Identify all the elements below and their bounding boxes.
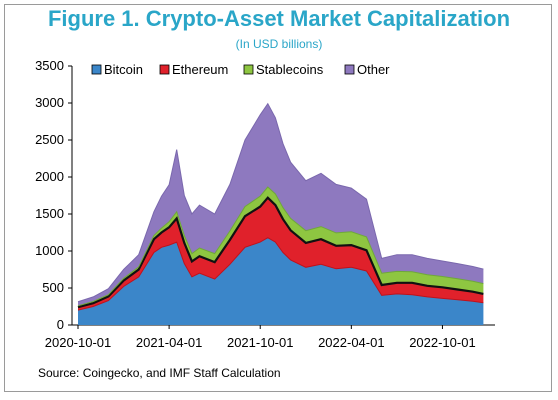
y-tick-label: 0	[57, 317, 64, 332]
y-tick-label: 3000	[35, 95, 64, 110]
chart-frame	[4, 4, 552, 392]
y-tick-label: 500	[42, 280, 64, 295]
legend-label-stablecoins: Stablecoins	[256, 62, 324, 77]
x-tick-label: 2022-10-01	[409, 335, 476, 350]
chart-title: Figure 1. Crypto-Asset Market Capitaliza…	[47, 6, 511, 31]
boundary-bitcoin	[77, 237, 484, 311]
boundary-ethereum	[77, 196, 484, 309]
area-bitcoin	[78, 237, 484, 325]
y-tick-label: 2500	[35, 132, 64, 147]
y-tick-label: 2000	[35, 169, 64, 184]
legend-label-other: Other	[357, 62, 390, 77]
area-ethereum	[78, 197, 484, 311]
y-tick-label: 3500	[35, 58, 64, 73]
x-tick-label: 2022-04-01	[318, 335, 385, 350]
boundary-stablecoins	[77, 186, 484, 307]
legend-swatch-bitcoin	[91, 64, 102, 75]
x-tick-label: 2020-10-01	[45, 335, 112, 350]
legend-swatch-ethereum	[159, 64, 170, 75]
x-tick-label: 2021-04-01	[136, 335, 203, 350]
legend-label-ethereum: Ethereum	[172, 62, 228, 77]
boundary-other	[77, 102, 484, 303]
area-other	[78, 103, 484, 306]
y-tick-label: 1000	[35, 243, 64, 258]
legend-swatch-other	[344, 64, 355, 75]
legend-label-bitcoin: Bitcoin	[104, 62, 143, 77]
x-tick-label: 2021-10-01	[227, 335, 294, 350]
chart-subtitle: (In USD billions)	[235, 37, 323, 51]
source-note: Source: Coingecko, and IMF Staff Calcula…	[38, 366, 281, 380]
area-stablecoins	[78, 187, 484, 308]
legend-swatch-stablecoins	[243, 64, 254, 75]
y-tick-label: 1500	[35, 206, 64, 221]
